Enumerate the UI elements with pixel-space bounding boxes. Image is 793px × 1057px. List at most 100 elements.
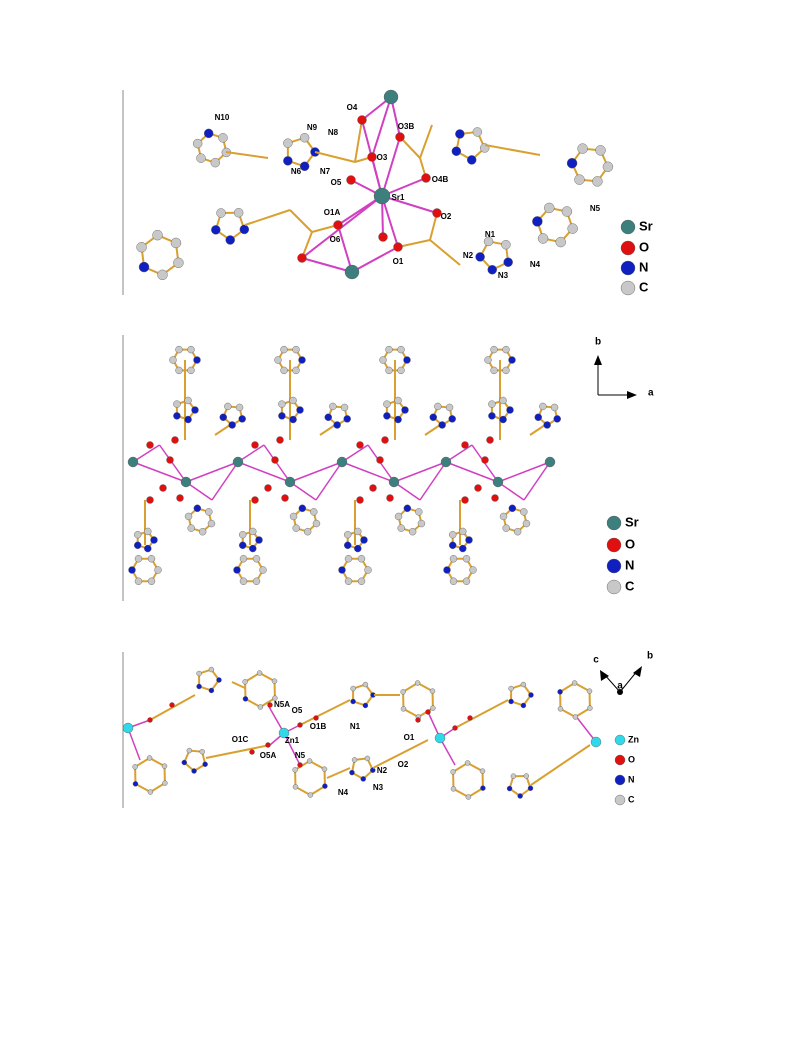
atom [381,436,389,444]
bond [244,672,261,683]
atom [449,555,458,563]
atom [350,685,356,692]
atom [354,527,362,536]
bond [354,119,363,163]
bond [225,151,269,159]
atom [472,127,483,137]
atom [448,415,456,423]
atom [249,749,255,755]
atom [289,396,297,405]
atom [173,257,184,268]
atom [462,555,471,563]
atom [351,757,358,763]
atom [306,758,313,764]
atom [455,129,465,139]
atom [572,714,579,720]
atom [550,403,559,412]
atom [543,421,551,429]
atom [452,725,458,731]
atom [553,415,561,423]
atom [242,679,248,685]
legend-label: N [625,557,634,572]
atom [207,519,216,528]
atom [205,508,213,516]
atom [469,566,477,574]
atom [467,155,477,165]
atom [465,536,473,544]
atom [134,541,142,549]
atom [338,566,346,574]
atom [501,240,511,250]
atom [517,793,523,799]
atom [400,689,406,695]
bond [372,739,429,769]
atom [150,536,158,544]
atom [166,456,174,464]
bond [127,727,141,761]
atom [488,412,496,420]
atom [614,774,626,786]
atom [566,158,578,169]
atom [602,161,614,172]
axis-arrow [633,666,642,677]
atom [534,413,542,421]
atom [211,225,221,235]
bond [134,757,151,768]
atom [388,476,400,488]
atom [443,566,451,574]
atom-label: N7 [320,167,331,176]
atom [193,356,201,364]
atom [184,396,192,405]
atom [502,524,510,532]
axis-label: b [647,651,653,662]
atom-label: N5A [274,700,290,709]
bond [529,424,546,436]
atom [199,748,205,755]
atom [438,421,446,429]
atom [228,421,236,429]
atom [184,512,193,521]
atom-label: O1B [310,722,327,731]
atom [239,541,247,549]
atom [397,345,405,354]
legend-label: Sr [625,514,639,529]
atom [256,670,263,676]
bond [341,461,395,483]
bond [403,707,419,718]
axis-arrow [600,670,609,681]
bond [453,787,469,798]
atom [378,232,388,242]
bond [289,461,343,483]
atom [474,484,482,492]
atom [297,722,303,728]
atom-label: O1C [232,735,249,744]
atom [144,544,152,553]
atom-label: Sr1 [392,193,405,202]
atom [417,519,426,528]
atom [430,705,436,711]
atom [283,156,293,166]
atom [364,566,372,574]
atom [532,216,543,227]
atom [414,680,421,686]
atom [343,415,351,423]
atom [520,702,527,709]
bond [381,195,438,214]
atom [360,536,368,544]
atom [508,356,516,364]
atom [449,541,457,549]
atom-label: N8 [328,128,339,137]
atom [249,544,257,553]
legend-label: Zn [628,734,639,744]
atom [379,356,387,364]
bond [397,239,431,248]
atom [344,264,360,280]
legend-label: C [628,794,635,804]
atom [173,412,181,420]
atom [187,524,195,532]
legend-label: O [625,536,635,551]
atom [210,157,221,168]
legend-label: N [628,774,635,784]
bond [559,682,576,693]
